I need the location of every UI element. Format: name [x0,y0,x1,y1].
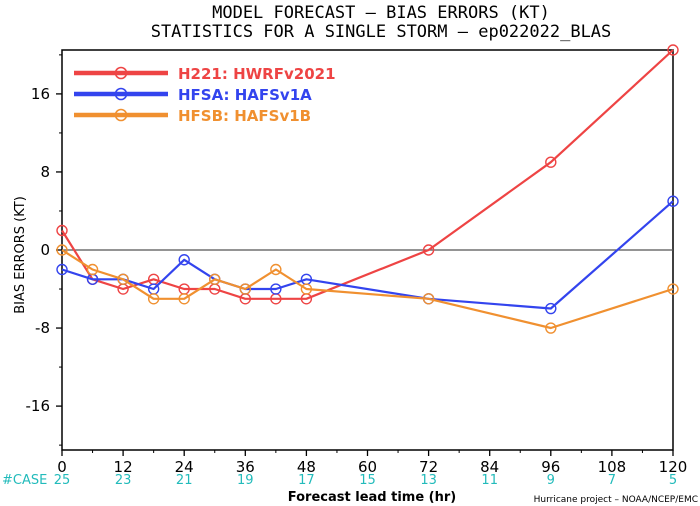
data-point [270,283,282,295]
x-tick-label: 0 [57,458,67,476]
legend-marker [114,108,128,122]
data-point [545,156,557,168]
data-point [209,273,221,285]
data-point [56,224,68,237]
case-count: 11 [481,473,498,488]
data-point [667,195,679,207]
case-count: 15 [359,473,376,488]
legend-label: H221: HWRFv2021 [178,65,336,83]
data-point [117,273,129,285]
data-point [300,283,313,295]
data-point [239,283,252,295]
x-tick-label: 12 [114,458,133,476]
credit-text: Hurricane project – NOAA/NCEP/EMC [534,495,698,505]
x-tick-label: 24 [175,458,194,476]
data-point [545,322,557,334]
legend-marker [114,66,128,80]
series-2 [56,244,679,334]
case-count: 19 [237,473,254,488]
legend-label: HFSB: HAFSv1B [178,107,311,125]
x-tick-label: 60 [358,458,377,476]
case-count: 23 [115,473,132,488]
y-tick-label: 16 [31,85,50,103]
data-point [545,302,557,315]
case-count: 7 [608,473,616,488]
case-count: 13 [420,473,437,488]
data-point [178,254,190,266]
case-label: #CASE [2,473,47,488]
series-layer [56,44,679,334]
case-count: 25 [54,473,71,488]
x-tick-label: 36 [236,458,255,476]
data-point [178,293,190,305]
x-tick-label: 72 [419,458,438,476]
data-point [56,263,68,276]
data-point [667,283,679,295]
x-tick-label: 120 [659,458,688,476]
data-point [422,244,435,256]
series-0 [56,44,679,305]
data-point [86,263,99,276]
x-axis: 0 12 24 36 48 60 72 84 96 108 120 [57,450,687,476]
case-count: 5 [669,473,677,488]
chart-subtitle: STATISTICS FOR A SINGLE STORM – ep022022… [151,22,612,42]
x-tick-label: 96 [541,458,560,476]
legend-label: HFSA: HAFSv1A [178,86,312,104]
y-tick-label: 8 [40,163,50,181]
data-point [667,44,679,56]
legend: H221: HWRFv2021 HFSA: HAFSv1A HFSB: HAFSv1… [74,65,336,125]
x-axis-label: Forecast lead time (hr) [288,490,456,505]
case-count: 21 [176,473,193,488]
data-point [270,263,282,276]
y-tick-label: -8 [35,319,50,337]
series-line [61,49,674,300]
y-axis: 16 8 0 -8 -16 [26,54,62,446]
case-count: 17 [298,473,315,488]
x-tick-label: 108 [598,458,627,476]
y-tick-label: -16 [26,397,51,415]
x-tick-label: 84 [480,458,499,476]
x-tick-label: 48 [297,458,316,476]
legend-marker [114,87,128,101]
y-tick-label: 0 [40,241,50,259]
series-line [61,200,674,310]
chart-title: MODEL FORECAST – BIAS ERRORS (KT) [212,3,550,23]
data-point [56,244,68,256]
data-point [422,293,435,305]
case-count-row: 25 23 21 19 17 15 13 11 9 7 5 [54,473,677,488]
data-point [147,293,160,305]
y-axis-label: BIAS ERRORS (KT) [13,196,28,314]
case-count: 9 [547,473,555,488]
